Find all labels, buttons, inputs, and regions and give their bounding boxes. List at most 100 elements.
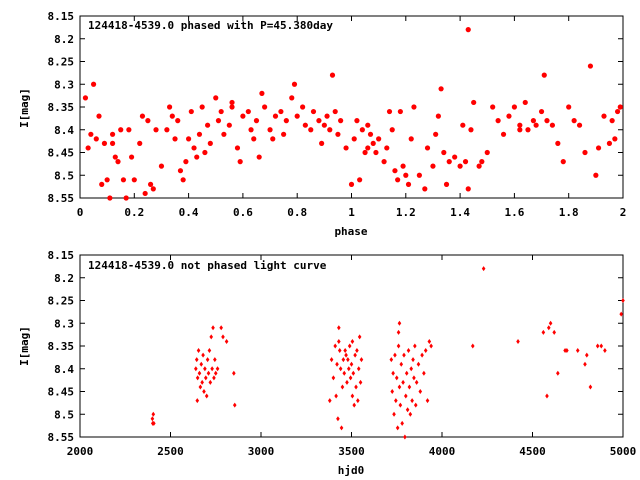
data-point [166, 104, 173, 110]
data-point [389, 357, 394, 363]
data-point [175, 118, 181, 124]
data-point [398, 402, 403, 408]
y-tick-label: 8.15 [48, 249, 75, 262]
data-point [370, 140, 376, 146]
x-tick-label: 2 [620, 206, 627, 219]
data-point [335, 131, 341, 137]
data-point [410, 398, 414, 404]
data-point [206, 370, 211, 376]
data-point [606, 140, 613, 146]
data-point [270, 136, 276, 142]
data-point [283, 118, 289, 124]
data-point [595, 343, 600, 349]
data-point [139, 113, 146, 119]
data-point [208, 379, 213, 385]
data-point [183, 159, 189, 165]
data-point [327, 127, 333, 133]
y-tick-label: 8.25 [48, 295, 75, 308]
data-point [346, 357, 350, 363]
x-tick-label: 0 [77, 206, 84, 219]
data-point [321, 122, 327, 128]
data-point [213, 357, 217, 363]
data-point [145, 118, 151, 124]
data-point [552, 329, 557, 335]
x-tick-label: 0.8 [287, 206, 307, 219]
data-point [88, 131, 94, 137]
x-tick-label: 1.2 [396, 206, 416, 219]
data-point [525, 127, 531, 133]
data-point [356, 366, 361, 372]
data-point [251, 136, 257, 142]
data-point [571, 118, 577, 124]
data-point [435, 113, 441, 119]
x-axis-label-phased: phase [334, 225, 367, 238]
y-tick-label: 8.45 [48, 147, 75, 160]
data-point [232, 370, 236, 376]
data-point [405, 181, 412, 187]
data-point [302, 122, 308, 128]
data-point [213, 370, 218, 376]
data-point [465, 186, 471, 192]
x-tick-label: 3000 [248, 445, 275, 458]
data-point [278, 108, 284, 115]
data-point [294, 113, 300, 119]
data-point [555, 140, 561, 146]
data-point [476, 163, 482, 169]
data-point [575, 348, 580, 354]
data-point [120, 177, 127, 183]
data-point [394, 375, 399, 381]
data-point [196, 348, 201, 354]
data-point [207, 140, 213, 146]
data-point [90, 81, 97, 87]
data-point [585, 352, 589, 358]
data-point [621, 298, 625, 303]
data-point [204, 393, 209, 399]
data-point [546, 325, 551, 331]
data-point [479, 159, 485, 165]
data-point [403, 172, 409, 178]
y-ticks-unphased: 8.15 8.2 8.25 8.3 8.35 8.4 8.45 8.5 8.55 [48, 249, 623, 444]
data-point [262, 104, 268, 110]
data-point [404, 370, 409, 376]
y-tick-label: 8.55 [48, 431, 75, 444]
data-point [203, 366, 207, 372]
data-point [470, 343, 475, 349]
data-point [259, 90, 265, 96]
data-point [186, 136, 192, 142]
data-point [169, 113, 175, 119]
data-point [365, 122, 371, 128]
data-point [395, 425, 400, 431]
data-point [205, 122, 211, 128]
data-point [337, 325, 341, 331]
data-point [337, 338, 341, 344]
data-point [316, 118, 322, 124]
data-point [256, 154, 262, 160]
data-point [221, 131, 227, 137]
x-tick-label: 4000 [429, 445, 456, 458]
data-point [245, 108, 251, 115]
data-point [506, 113, 512, 119]
data-point [357, 177, 363, 183]
data-point [392, 411, 396, 417]
data-point [400, 163, 406, 169]
data-point [195, 375, 200, 381]
data-point [237, 159, 243, 165]
x-tick-label: 1.6 [504, 206, 524, 219]
data-point [248, 127, 254, 133]
x-tick-label: 2000 [67, 445, 94, 458]
x-tick-label: 1.4 [450, 206, 470, 219]
data-point [352, 402, 357, 408]
data-point [344, 352, 348, 358]
data-point [333, 343, 338, 349]
data-point [409, 366, 414, 372]
data-point [587, 63, 594, 69]
data-point [310, 108, 317, 115]
data-point [267, 127, 273, 133]
data-point [93, 136, 99, 142]
data-point [400, 420, 404, 426]
x-axis-label-unphased: hjd0 [338, 464, 365, 477]
data-point [335, 361, 339, 367]
chart-title-unphased: 124418-4539.0 not phased light curve [88, 259, 327, 272]
y-tick-label: 8.35 [48, 340, 75, 353]
